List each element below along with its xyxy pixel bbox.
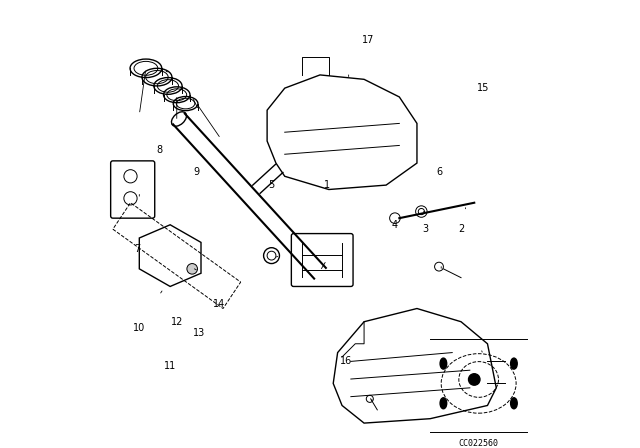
Text: 8: 8	[156, 145, 162, 155]
Text: 17: 17	[362, 34, 374, 45]
Text: 9: 9	[193, 167, 200, 177]
Text: 7: 7	[134, 244, 140, 254]
Text: 12: 12	[171, 317, 183, 327]
Text: 2: 2	[458, 224, 464, 234]
Text: CC022560: CC022560	[459, 439, 499, 448]
Text: 13: 13	[193, 328, 205, 338]
Ellipse shape	[440, 358, 447, 369]
Ellipse shape	[511, 398, 517, 409]
Text: 16: 16	[340, 357, 353, 366]
Text: 14: 14	[212, 299, 225, 309]
Ellipse shape	[511, 358, 517, 369]
Text: 6: 6	[436, 167, 442, 177]
Text: 4: 4	[392, 220, 398, 230]
Text: 1: 1	[324, 180, 330, 190]
Text: 10: 10	[133, 323, 145, 333]
Circle shape	[468, 374, 480, 385]
Text: 15: 15	[477, 83, 489, 93]
Text: 11: 11	[164, 361, 176, 371]
Circle shape	[187, 263, 198, 274]
Text: 5: 5	[268, 180, 275, 190]
Text: 3: 3	[422, 224, 429, 234]
Ellipse shape	[440, 398, 447, 409]
